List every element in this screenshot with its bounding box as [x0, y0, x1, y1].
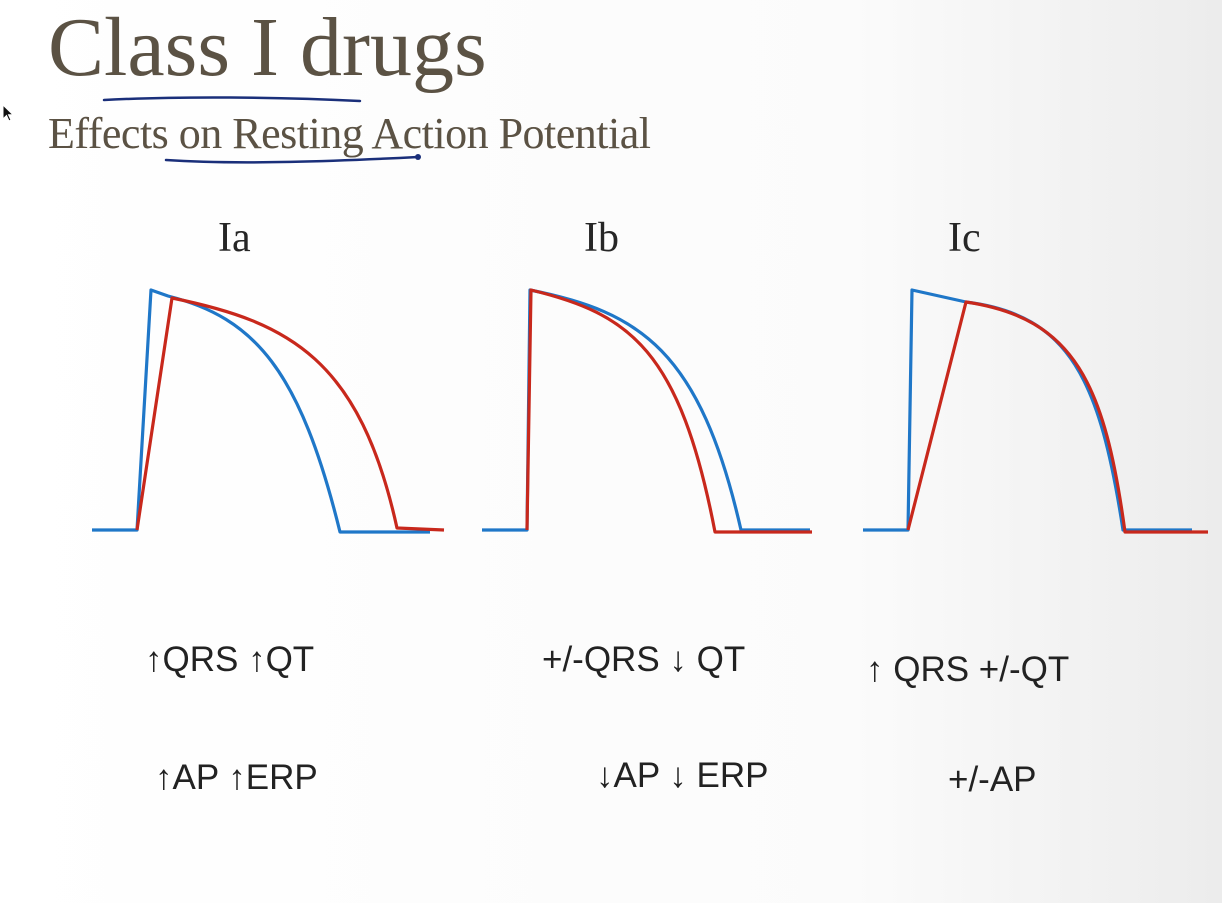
panel-ib-curves: [482, 288, 812, 534]
mouse-pointer-icon: [2, 104, 15, 122]
ia-baseline-curve: [92, 288, 430, 534]
panel-label-ib: Ib: [584, 215, 619, 261]
panel-label-ic: Ic: [948, 215, 981, 261]
slide-subtitle: Effects on Resting Action Potential: [48, 109, 651, 158]
ic-ecg-effect: ↑ QRS +/-QT: [866, 650, 1070, 689]
ic-drug-curve: [906, 300, 1208, 534]
ib-ap-effect: ↓AP ↓ ERP: [596, 756, 769, 795]
ib-ecg-effect: +/-QRS ↓ QT: [542, 640, 746, 679]
panel-label-ia: Ia: [218, 215, 251, 261]
panel-ic-curves: [863, 288, 1208, 534]
ib-drug-curve: [525, 288, 812, 534]
title-underline-annotation: [102, 96, 362, 103]
ic-ap-effect: +/-AP: [948, 760, 1037, 799]
panel-ia-curves: [92, 288, 445, 534]
ia-ap-effect: ↑AP ↑ERP: [155, 758, 318, 797]
annotation-dot: [415, 154, 421, 160]
ic-baseline-curve: [863, 288, 1192, 532]
ia-ecg-effect: ↑QRS ↑QT: [145, 640, 315, 679]
ia-drug-curve: [135, 296, 445, 532]
subtitle-underline-annotation: [164, 155, 420, 164]
slide-title: Class I drugs: [48, 1, 487, 94]
